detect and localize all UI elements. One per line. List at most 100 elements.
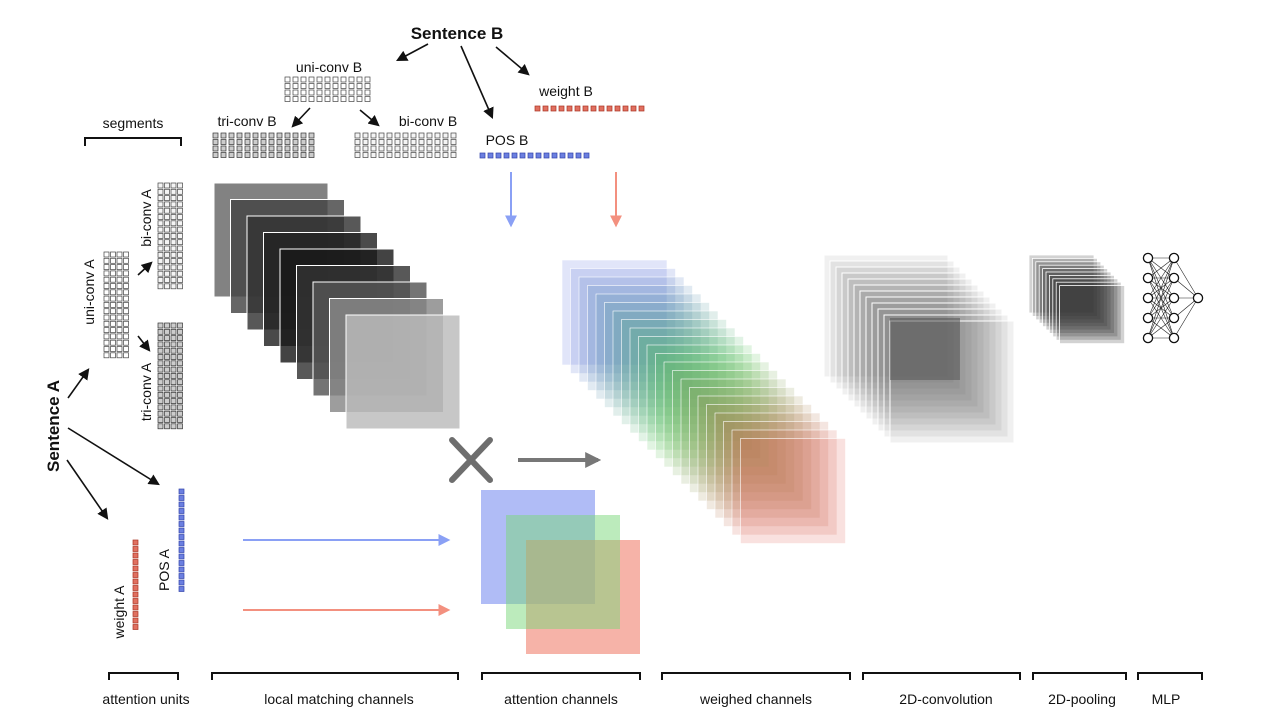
- unit-cell: [103, 257, 110, 264]
- unit-cell: [103, 289, 110, 296]
- unit-cell: [244, 152, 251, 158]
- unit-cell: [220, 139, 227, 145]
- unit-cell: [268, 132, 275, 139]
- mlp-edge: [1147, 317, 1175, 339]
- unit-cell: [170, 283, 177, 290]
- unit-cell: [284, 139, 291, 145]
- weighed-channel: [629, 327, 736, 434]
- mlp-network: [1142, 252, 1204, 344]
- unit-cell: [123, 346, 129, 352]
- unit-cell: [103, 276, 110, 283]
- unit-cell: [402, 132, 409, 139]
- unit-cell: [177, 360, 183, 367]
- unit-cell: [110, 302, 116, 308]
- section-label-local-matching-channels: local matching channels: [264, 691, 413, 707]
- section-label-2d-convolution: 2D-convolution: [899, 691, 992, 707]
- unit-cell: [268, 145, 275, 152]
- unit-cell: [260, 145, 267, 152]
- unit-cell: [110, 352, 116, 359]
- unit-cell: [110, 251, 116, 258]
- weighed-channel: [646, 344, 753, 451]
- weighed-channel: [680, 378, 787, 485]
- unit-cell: [177, 201, 183, 208]
- unit-cell: [316, 89, 323, 96]
- unit-cell: [177, 258, 183, 264]
- unit-cell: [402, 139, 409, 145]
- mlp-edge: [1147, 257, 1175, 319]
- unit-cell: [157, 373, 164, 379]
- unit-cell: [386, 139, 393, 145]
- unit-cell: [164, 264, 170, 271]
- unit-cell: [170, 398, 177, 404]
- unit-cell: [308, 139, 315, 145]
- unit-cell: [170, 404, 177, 411]
- unit-cell: [434, 139, 441, 145]
- unit-cell: [370, 139, 377, 145]
- unit-cell: [170, 322, 177, 329]
- unit-cell: [116, 339, 123, 346]
- unit-cell: [123, 352, 129, 359]
- unit-cell: [123, 270, 129, 277]
- unit-cell: [418, 139, 425, 145]
- unit-cell: [164, 354, 170, 360]
- unit-cell: [402, 145, 409, 152]
- unit-cell: [426, 132, 433, 139]
- unit-cell: [157, 207, 164, 214]
- unit-cell: [103, 314, 110, 321]
- mlp-node: [1168, 292, 1180, 304]
- unit-cell: [103, 327, 110, 333]
- unit-cell: [308, 83, 315, 89]
- unit-cell: [157, 322, 164, 329]
- uni-conv-b-label: uni-conv B: [296, 59, 362, 75]
- unit-cell: [170, 214, 177, 220]
- unit-cell: [157, 366, 164, 373]
- unit-cell: [157, 264, 164, 271]
- unit-cell: [170, 207, 177, 214]
- unit-cell: [574, 105, 581, 112]
- unit-cell: [157, 354, 164, 360]
- unit-cell: [164, 423, 170, 430]
- unit-cell: [110, 283, 116, 289]
- unit-cell: [177, 379, 183, 386]
- unit-cell: [132, 624, 139, 630]
- unit-cell: [110, 257, 116, 264]
- unit-cell: [386, 152, 393, 158]
- pooling-channel: [1045, 271, 1112, 331]
- unit-cell: [177, 417, 183, 423]
- unit-cell: [157, 251, 164, 258]
- pos-b-label: POS B: [486, 132, 529, 148]
- unit-cell: [284, 132, 291, 139]
- unit-cell: [132, 578, 139, 585]
- weighed-channel: [731, 429, 838, 536]
- unit-cell: [157, 347, 164, 354]
- unit-cell: [164, 366, 170, 373]
- local-matching-channel: [345, 314, 461, 430]
- unit-cell: [378, 132, 385, 139]
- unit-cell: [164, 195, 170, 201]
- unit-cell: [356, 76, 363, 83]
- unit-cell: [178, 508, 185, 514]
- unit-cell: [228, 132, 235, 139]
- unit-cell: [284, 145, 291, 152]
- unit-cell: [364, 96, 371, 102]
- unit-cell: [132, 552, 139, 559]
- unit-cell: [332, 89, 339, 96]
- bi-conv-a-units: [157, 182, 183, 290]
- unit-cell: [450, 152, 457, 158]
- unit-cell: [123, 276, 129, 283]
- unit-cell: [103, 302, 110, 308]
- pooling-channel: [1035, 261, 1102, 321]
- unit-cell: [116, 302, 123, 308]
- section-label-attention-channels: attention channels: [504, 691, 618, 707]
- unit-cell: [164, 328, 170, 335]
- unit-cell: [316, 76, 323, 83]
- unit-cell: [164, 335, 170, 341]
- unit-cell: [418, 132, 425, 139]
- unit-cell: [364, 83, 371, 89]
- unit-cell: [292, 152, 299, 158]
- local-matching-channel-stack: [213, 182, 461, 430]
- unit-cell: [116, 346, 123, 352]
- unit-cell: [300, 139, 307, 145]
- unit-cell: [164, 277, 170, 283]
- weighed-channel: [672, 370, 778, 476]
